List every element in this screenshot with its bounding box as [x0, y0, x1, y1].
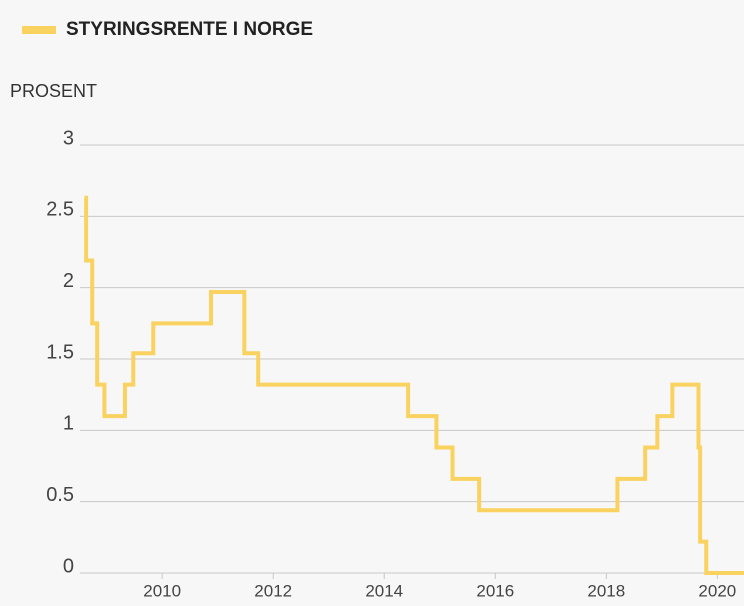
y-axis-label: PROSENT [10, 81, 97, 101]
y-tick-label: 3 [63, 127, 74, 149]
x-tick-label: 2010 [143, 581, 181, 600]
y-tick-label: 0 [63, 555, 74, 577]
y-tick-label: 0.5 [46, 484, 74, 506]
legend-label: STYRINGSRENTE I NORGE [66, 19, 313, 40]
legend-swatch [22, 26, 56, 34]
y-tick-label: 2.5 [46, 199, 74, 221]
x-tick-label: 2012 [254, 581, 292, 600]
y-tick-label: 1.5 [46, 341, 74, 363]
x-tick-label: 2014 [365, 581, 403, 600]
y-tick-label: 2 [63, 270, 74, 292]
x-tick-label: 2018 [587, 581, 625, 600]
y-tick-label: 1 [63, 413, 74, 435]
line [84, 195, 744, 575]
x-tick-label: 2020 [698, 581, 736, 600]
x-tick-label: 2016 [476, 581, 514, 600]
